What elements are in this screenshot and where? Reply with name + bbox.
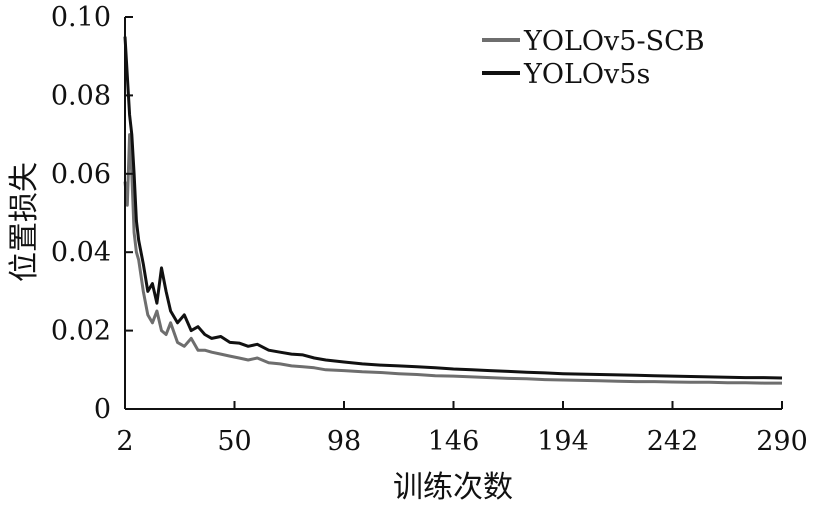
series-line-0 <box>123 133 782 385</box>
axes <box>124 17 782 410</box>
y-axis-title: 位置损失 <box>7 162 42 282</box>
x-tick-label: 50 <box>217 426 251 457</box>
plot-area <box>123 36 783 385</box>
y-tick-label: 0.08 <box>51 80 111 111</box>
y-tick-label: 0.02 <box>51 316 111 347</box>
x-tick-label: 146 <box>428 426 480 457</box>
legend-label: YOLOv5s <box>523 59 650 90</box>
x-tick-label: 194 <box>537 426 589 457</box>
x-axis-title: 训练次数 <box>393 470 513 505</box>
x-tick-label: 242 <box>647 426 699 457</box>
y-tick-label: 0.10 <box>51 2 111 33</box>
x-tick-label: 290 <box>756 426 808 457</box>
x-tick-label: 2 <box>116 426 133 457</box>
series-line-1 <box>123 36 783 380</box>
y-tick-label: 0.04 <box>51 237 111 268</box>
y-tick-label: 0 <box>94 394 111 425</box>
legend-label: YOLOv5-SCB <box>523 26 705 57</box>
x-ticks: 2 50 98 146 194 242 290 <box>116 401 808 457</box>
x-tick-label: 98 <box>327 426 361 457</box>
y-ticks: 0 0.02 0.04 0.06 0.08 0.10 <box>51 2 133 425</box>
y-tick-label: 0.06 <box>51 159 111 190</box>
